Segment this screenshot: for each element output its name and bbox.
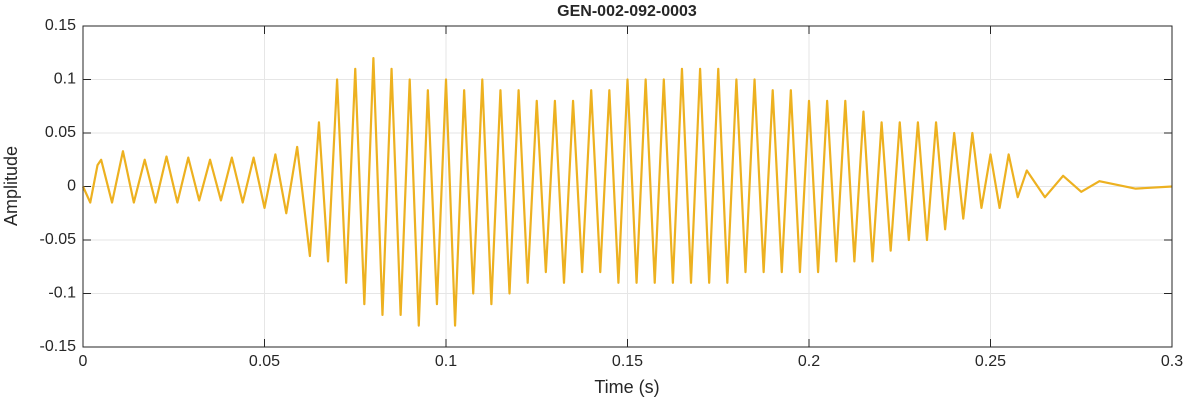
y-tick-label: 0.05 [45, 124, 76, 141]
y-tick-label: 0 [67, 178, 76, 195]
waveform-line [81, 57, 1173, 327]
x-tick-label: 0 [79, 353, 88, 370]
x-tick-label: 0.1 [435, 353, 457, 370]
y-tick-label: -0.05 [40, 231, 77, 248]
x-axis-label: Time (s) [594, 377, 659, 397]
y-tick-label: 0.15 [45, 17, 76, 34]
y-tick-label: 0.1 [54, 71, 76, 88]
x-tick-label: 0.15 [612, 353, 643, 370]
x-tick-label: 0.05 [249, 353, 280, 370]
chart-title: GEN-002-092-0003 [557, 3, 697, 20]
x-tick-label: 0.2 [798, 353, 820, 370]
x-tick-label: 0.3 [1161, 353, 1183, 370]
y-tick-label: -0.15 [40, 338, 77, 355]
y-axis-label: Amplitude [1, 146, 21, 226]
x-tick-label: 0.25 [975, 353, 1006, 370]
plot-frame [82, 25, 1173, 348]
y-tick-label: -0.1 [48, 285, 76, 302]
